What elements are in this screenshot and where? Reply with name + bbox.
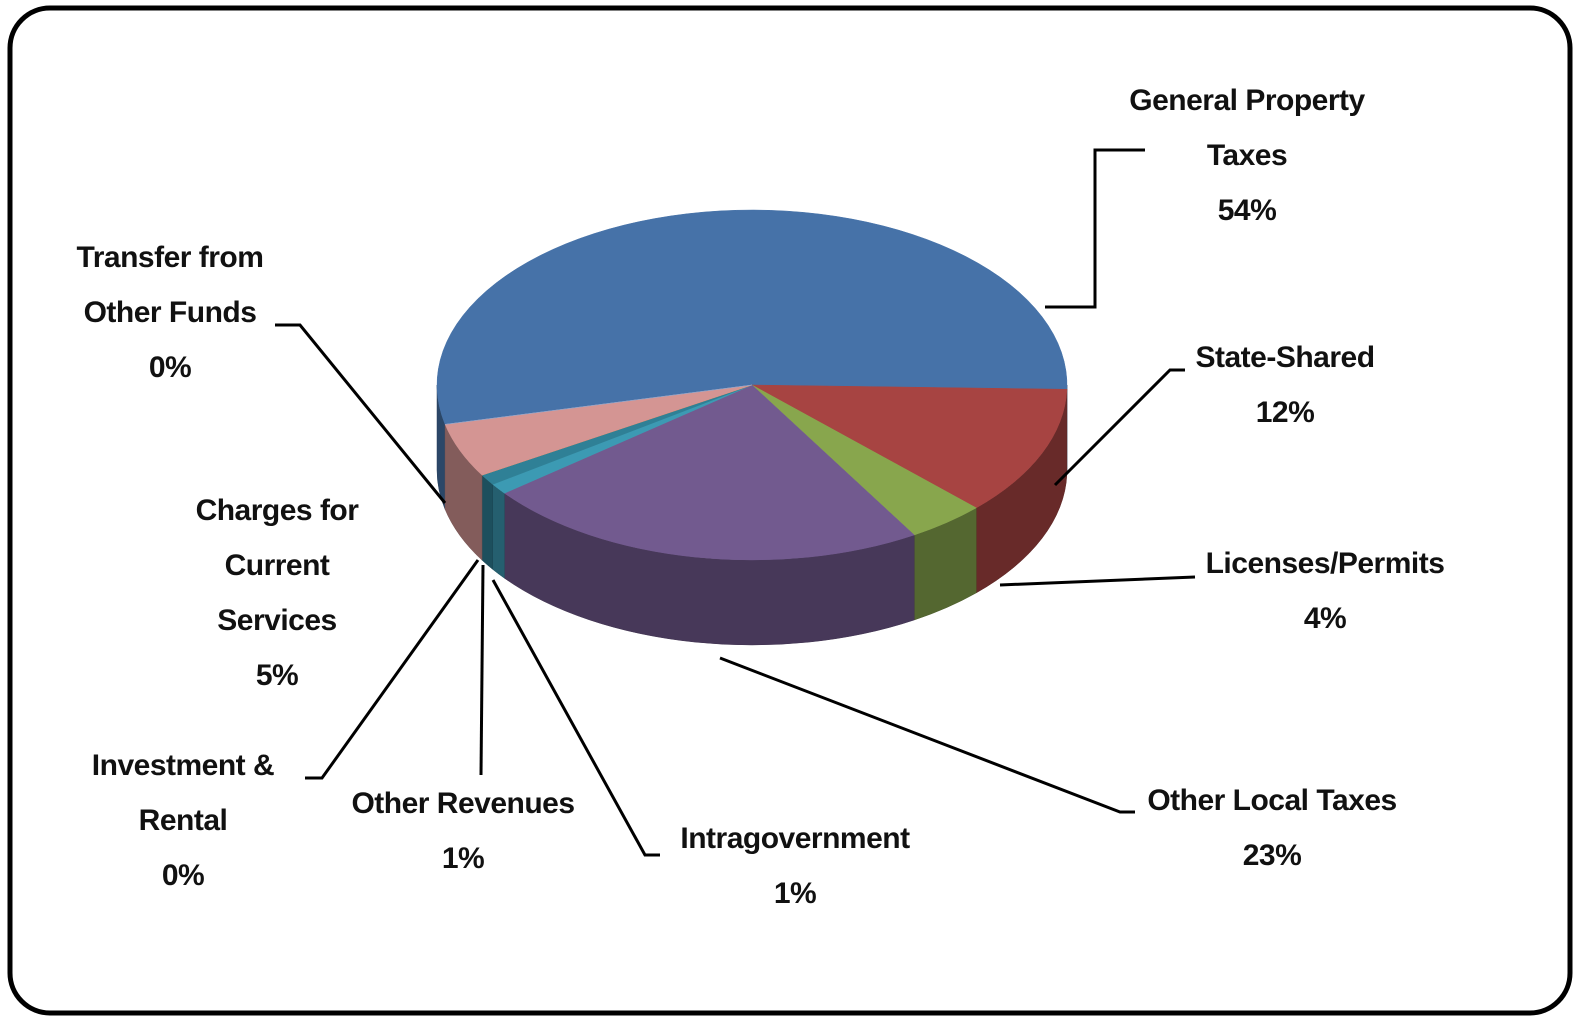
category-label: Intragovernment <box>680 822 910 855</box>
data-label: Intragovernment 1% <box>655 811 935 921</box>
pie <box>436 209 1068 646</box>
pie-slice <box>436 209 1068 425</box>
value-label: 5% <box>255 659 299 692</box>
leader-line <box>1045 148 1145 309</box>
pie-sides <box>436 384 1068 646</box>
leader-line <box>479 564 485 776</box>
leader-line <box>1053 368 1185 487</box>
value-label: 23% <box>1242 839 1302 872</box>
category-label: General Property Taxes <box>1129 84 1365 172</box>
leader-line <box>719 656 1135 814</box>
category-label: Other Local Taxes <box>1147 784 1397 817</box>
leader-line <box>305 559 480 780</box>
data-label: Licenses/Permits 4% <box>1175 536 1475 646</box>
pie-slice <box>751 384 1068 509</box>
data-label: Charges for Current Services 5% <box>177 483 377 703</box>
category-label: Other Revenues <box>351 787 575 820</box>
data-label: General Property Taxes 54% <box>1097 73 1397 238</box>
data-label: Other Revenues 1% <box>323 776 603 886</box>
value-label: 1% <box>441 842 485 875</box>
category-label: Investment & Rental <box>91 749 275 837</box>
data-label: Other Local Taxes 23% <box>1122 773 1422 883</box>
leader-line <box>999 575 1196 587</box>
value-label: 1% <box>773 877 817 910</box>
leader-line <box>275 323 447 504</box>
category-label: State-Shared <box>1195 341 1375 374</box>
value-label: 12% <box>1255 396 1315 429</box>
data-label: State-Shared 12% <box>1155 330 1415 440</box>
pie-side <box>481 474 493 570</box>
pie-side <box>492 483 505 579</box>
value-label: 0% <box>148 351 192 384</box>
pie-tops <box>436 209 1068 561</box>
data-label: Investment & Rental 0% <box>68 738 298 903</box>
category-label: Transfer from Other Funds <box>76 241 264 329</box>
leader-line <box>491 579 660 857</box>
data-label: Transfer from Other Funds 0% <box>50 230 290 395</box>
value-label: 4% <box>1303 602 1347 635</box>
value-label: 54% <box>1217 194 1277 227</box>
category-label: Licenses/Permits <box>1205 547 1445 580</box>
pie-slice <box>503 384 915 561</box>
category-label: Charges for Current Services <box>195 494 359 637</box>
value-label: 0% <box>161 859 205 892</box>
